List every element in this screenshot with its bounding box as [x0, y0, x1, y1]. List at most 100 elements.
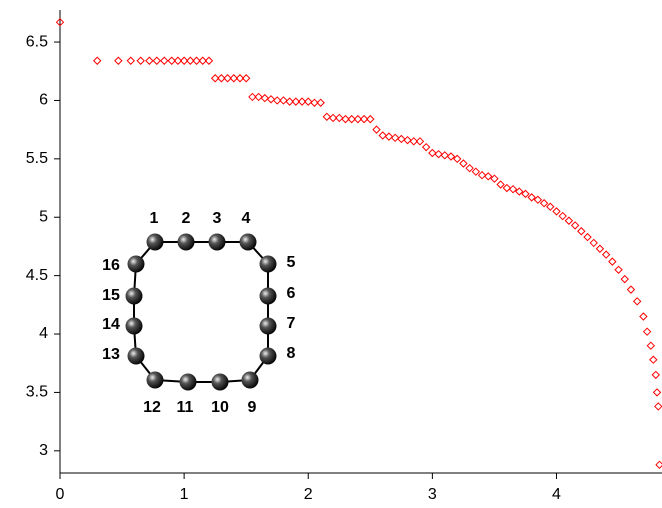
point	[521, 189, 530, 199]
point	[378, 131, 387, 140]
point	[546, 202, 555, 211]
point	[328, 113, 338, 123]
point	[533, 195, 543, 204]
point	[601, 250, 611, 259]
node-label: 9	[248, 399, 257, 416]
x-tick-label: 0	[56, 486, 65, 503]
y-tick-label: 3	[39, 442, 48, 459]
point	[204, 56, 214, 65]
point	[114, 56, 123, 65]
point	[359, 114, 369, 124]
bead	[125, 287, 143, 305]
point	[558, 211, 567, 221]
point	[372, 125, 381, 134]
node-label: 13	[102, 346, 120, 363]
point	[173, 56, 183, 65]
node-label: 11	[177, 399, 194, 416]
data-points	[55, 17, 662, 470]
x-tick-label: 4	[552, 486, 561, 503]
point	[589, 238, 598, 248]
y-tick-label: 5.5	[26, 150, 48, 167]
point	[297, 97, 307, 106]
point	[179, 56, 189, 65]
point	[626, 285, 636, 294]
point	[192, 56, 201, 65]
point	[465, 163, 474, 173]
point	[632, 297, 642, 306]
point	[496, 180, 505, 189]
bead	[127, 255, 145, 273]
point	[646, 341, 656, 350]
point	[649, 355, 658, 364]
point	[614, 265, 623, 274]
bead	[259, 287, 277, 305]
y-tick-label: 3.5	[26, 384, 48, 401]
ring-bond	[133, 241, 269, 383]
bead	[179, 373, 197, 391]
point	[409, 137, 418, 146]
point	[639, 312, 648, 321]
point	[428, 148, 437, 158]
point	[341, 114, 350, 124]
point	[217, 74, 226, 83]
point	[167, 56, 176, 65]
node-label: 14	[102, 316, 120, 333]
point	[186, 56, 195, 65]
point	[552, 207, 561, 216]
point	[229, 74, 238, 83]
node-label: 12	[143, 399, 161, 416]
point	[651, 370, 661, 380]
point	[415, 137, 425, 146]
point	[210, 74, 220, 83]
point	[384, 132, 394, 141]
point	[198, 56, 207, 65]
point	[223, 74, 232, 83]
bead	[146, 371, 164, 389]
x-tick-label: 3	[428, 486, 437, 503]
point	[126, 56, 135, 65]
point	[652, 388, 662, 397]
bead	[211, 373, 229, 391]
point	[145, 56, 154, 65]
point	[316, 98, 325, 107]
point	[502, 183, 512, 193]
point	[539, 199, 549, 208]
point	[160, 56, 169, 65]
bead	[241, 371, 259, 389]
point	[291, 97, 301, 106]
point	[235, 74, 245, 83]
point	[642, 327, 652, 336]
node-label: 3	[213, 210, 222, 227]
point	[248, 92, 257, 102]
node-label: 10	[211, 399, 229, 416]
node-label: 15	[102, 287, 120, 304]
point	[403, 135, 412, 145]
point	[471, 167, 481, 176]
point	[620, 274, 629, 284]
node-label: 8	[287, 345, 296, 362]
point	[484, 172, 493, 181]
point	[655, 460, 662, 470]
point	[241, 74, 251, 83]
bead	[127, 347, 145, 365]
bead	[125, 317, 143, 335]
point	[310, 98, 319, 107]
y-tick-label: 4.5	[26, 267, 48, 284]
point	[434, 149, 443, 159]
bead	[259, 255, 277, 273]
bead	[208, 233, 226, 251]
point	[260, 93, 270, 103]
y-tick-label: 4	[39, 325, 48, 342]
point	[390, 133, 400, 143]
bead	[259, 317, 277, 335]
point	[654, 402, 662, 411]
node-label: 5	[287, 254, 296, 271]
point	[353, 114, 363, 124]
point	[152, 56, 162, 65]
bead	[239, 233, 257, 251]
node-label: 1	[150, 210, 159, 227]
x-tick-label: 2	[304, 486, 313, 503]
point	[490, 174, 499, 183]
